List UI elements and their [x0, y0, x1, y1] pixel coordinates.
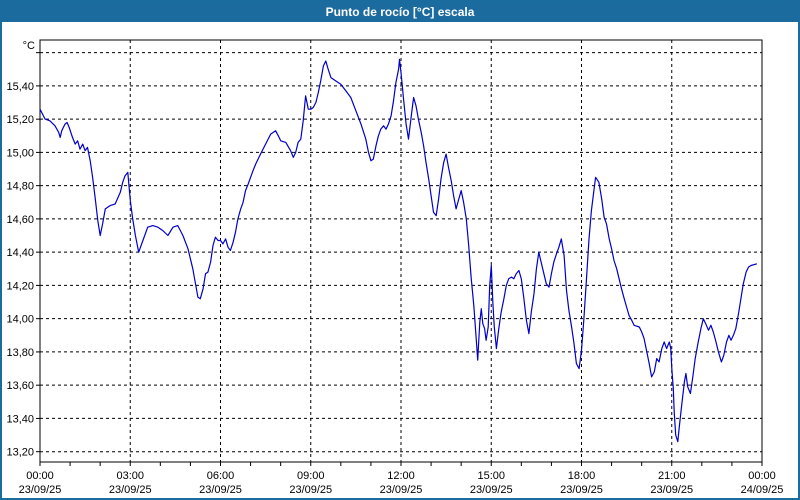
y-tick-label: 13,60: [6, 380, 34, 392]
y-tick-label: 13,40: [6, 413, 34, 425]
x-tick-time-label: 12:00: [387, 470, 415, 482]
x-tick-date-label: 23/09/25: [380, 484, 423, 496]
x-tick-date-label: 23/09/25: [470, 484, 513, 496]
x-tick-time-label: 00:00: [26, 470, 54, 482]
y-tick-label: 15,00: [6, 147, 34, 159]
y-tick-label: 13,80: [6, 347, 34, 359]
x-tick-time-label: 06:00: [207, 470, 235, 482]
y-tick-label: 15,40: [6, 81, 34, 93]
y-axis-unit-label: °C: [23, 40, 35, 52]
y-tick-label: 14,40: [6, 247, 34, 259]
y-tick-label: 13,20: [6, 447, 34, 459]
x-tick-time-label: 21:00: [658, 470, 686, 482]
y-tick-label: 15,20: [6, 114, 34, 126]
x-tick-time-label: 00:00: [748, 470, 776, 482]
dewpoint-line-chart: 15,40 15,20 15,00 14,80 14,60 14,40 14,20 14,00…: [6, 39, 784, 496]
x-tick-date-label: 23/09/25: [199, 484, 242, 496]
x-tick-time-label: 18:00: [568, 470, 596, 482]
x-tick-date-label: 23/09/25: [650, 484, 693, 496]
x-tick-time-label: 03:00: [116, 470, 144, 482]
y-tick-label: 14,20: [6, 280, 34, 292]
x-tick-date-label: 24/09/25: [741, 484, 784, 496]
y-tick-label: 14,80: [6, 181, 34, 193]
x-tick-time-label: 09:00: [297, 470, 325, 482]
dewpoint-series-line: [39, 58, 758, 443]
window-title: Punto de rocío [°C] escala: [325, 5, 475, 19]
plot-frame: [39, 39, 763, 463]
x-tick-date-label: 23/09/25: [109, 484, 152, 496]
y-tick-label: 14,00: [6, 314, 34, 326]
y-tick-label: 14,60: [6, 214, 34, 226]
x-tick-date-label: 23/09/25: [19, 484, 62, 496]
window-titlebar: Punto de rocío [°C] escala: [2, 2, 798, 22]
x-tick-date-label: 23/09/25: [289, 484, 332, 496]
x-tick-date-label: 23/09/25: [560, 484, 603, 496]
x-tick-time-label: 15:00: [477, 470, 505, 482]
chart-plot-area: 15,40 15,20 15,00 14,80 14,60 14,40 14,20 14,00…: [2, 22, 798, 498]
